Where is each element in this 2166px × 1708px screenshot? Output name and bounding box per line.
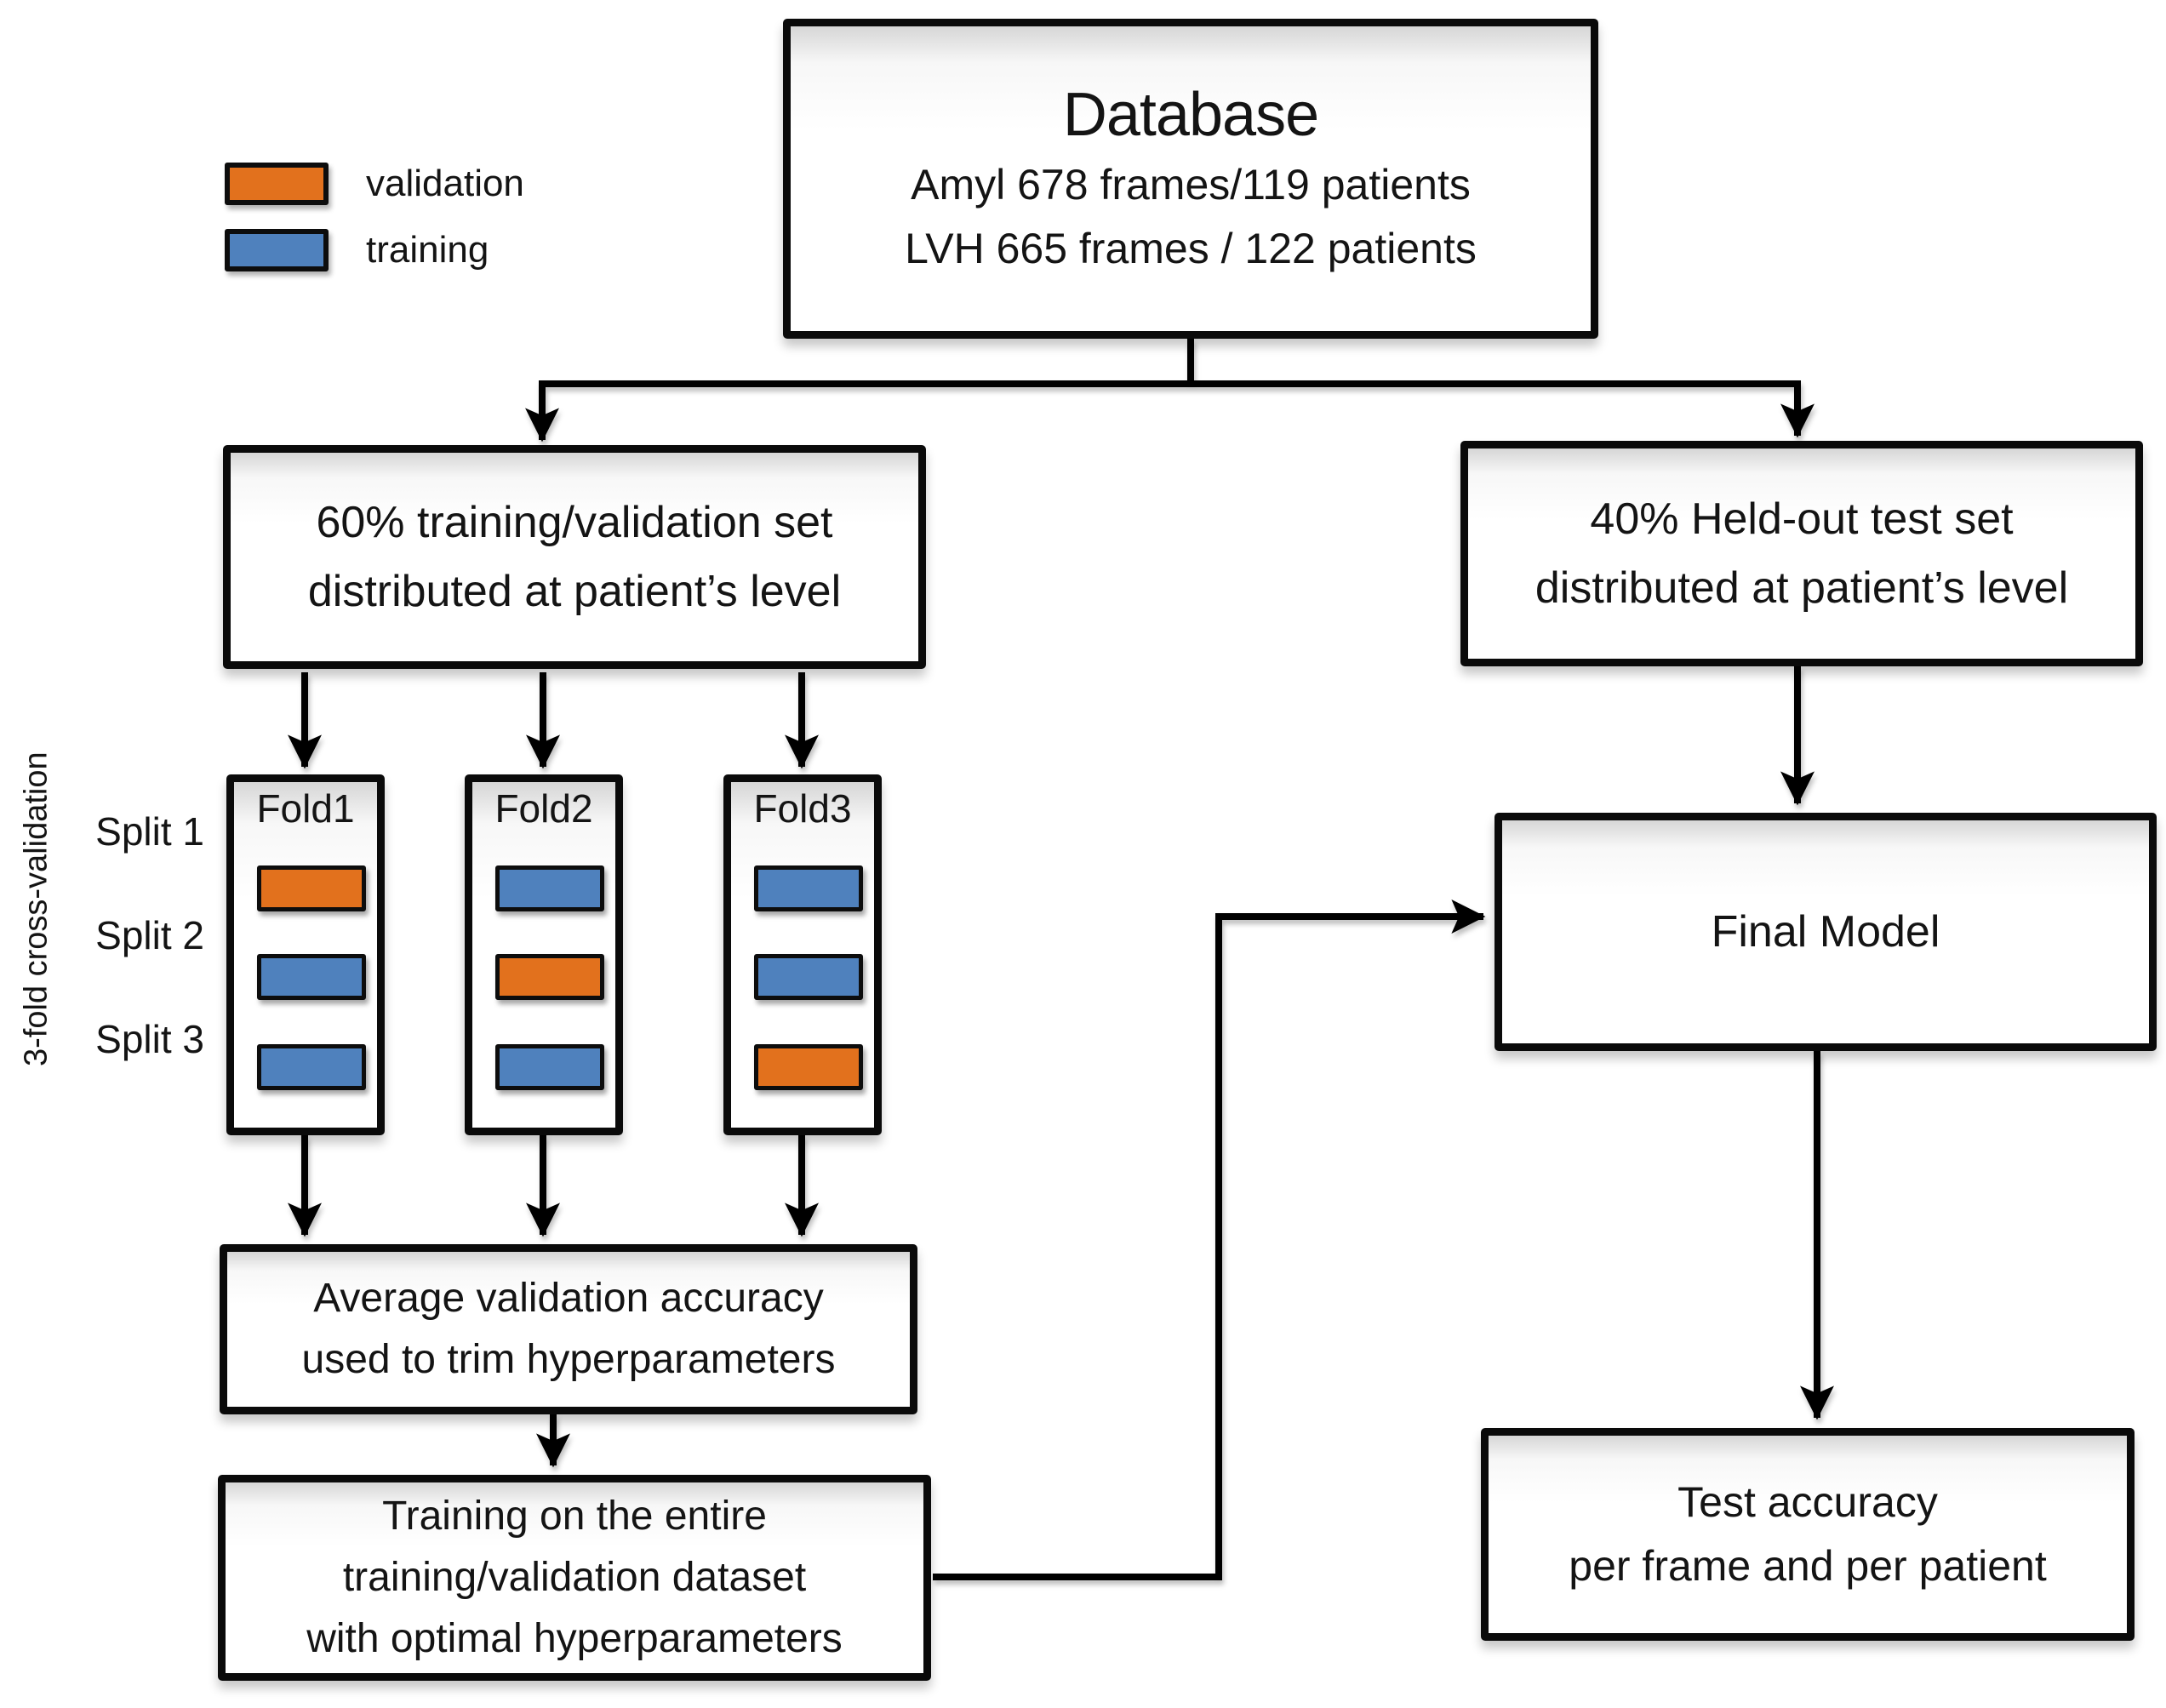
validation-split-rect [257, 865, 366, 911]
training-box-line: with optimal hyperparameters [306, 1616, 843, 1661]
split-label-3: Split 3 [95, 1017, 204, 1061]
test-accuracy-line: Test accuracy [1677, 1478, 1938, 1526]
test-accuracy-box: Test accuracy per frame and per patient [1481, 1428, 2135, 1641]
test-accuracy-line: per frame and per patient [1569, 1542, 2047, 1590]
training-color-swatch [225, 229, 329, 271]
split-label-2: Split 2 [95, 913, 204, 957]
database-box: Database Amyl 678 frames/119 patients LV… [783, 19, 1598, 339]
training-split-rect [257, 954, 366, 1000]
split-labels: Split 1 Split 2 Split 3 [60, 810, 204, 1122]
legend-label-validation: validation [366, 163, 524, 204]
trainval-set-box: 60% training/validation set distributed … [223, 445, 926, 669]
fold2-box: Fold2 [465, 774, 623, 1135]
fold3-box: Fold3 [723, 774, 882, 1135]
trainval-set-line: 60% training/validation set [316, 497, 833, 547]
database-line-lvh: LVH 665 frames / 122 patients [905, 225, 1477, 272]
arrow-train-to-final [933, 900, 1486, 1580]
heldout-set-box: 40% Held-out test set distributed at pat… [1460, 441, 2143, 666]
split-label-1: Split 1 [95, 809, 204, 854]
avg-validation-accuracy-box: Average validation accuracy used to trim… [220, 1244, 917, 1414]
legend-item-validation: validation [225, 162, 524, 206]
training-split-rect [495, 865, 604, 911]
final-model-box: Final Model [1494, 813, 2157, 1051]
training-box-line: Training on the entire [382, 1494, 767, 1539]
legend: validation training [225, 162, 524, 294]
validation-color-swatch [225, 163, 329, 205]
legend-item-training: training [225, 228, 524, 272]
training-box-line: training/validation dataset [342, 1555, 807, 1600]
training-split-rect [495, 1044, 604, 1090]
fold1-label: Fold1 [256, 786, 355, 831]
database-line-amyl: Amyl 678 frames/119 patients [911, 161, 1471, 209]
trainval-set-line: distributed at patient’s level [307, 566, 842, 616]
heldout-set-line: 40% Held-out test set [1590, 494, 2014, 544]
fold3-label: Fold3 [753, 786, 852, 831]
avg-accuracy-line: used to trim hyperparameters [301, 1337, 836, 1382]
avg-accuracy-line: Average validation accuracy [313, 1276, 824, 1321]
fold1-box: Fold1 [226, 774, 385, 1135]
legend-label-training: training [366, 229, 489, 271]
database-title: Database [1062, 81, 1319, 149]
final-model-label: Final Model [1711, 907, 1940, 957]
validation-split-rect [495, 954, 604, 1000]
heldout-set-line: distributed at patient’s level [1534, 563, 2069, 613]
validation-split-rect [754, 1044, 863, 1090]
db-branch-line [542, 339, 1797, 387]
training-entire-dataset-box: Training on the entire training/validati… [218, 1475, 931, 1681]
training-split-rect [754, 954, 863, 1000]
training-split-rect [754, 865, 863, 911]
training-split-rect [257, 1044, 366, 1090]
fold2-label: Fold2 [494, 786, 593, 831]
